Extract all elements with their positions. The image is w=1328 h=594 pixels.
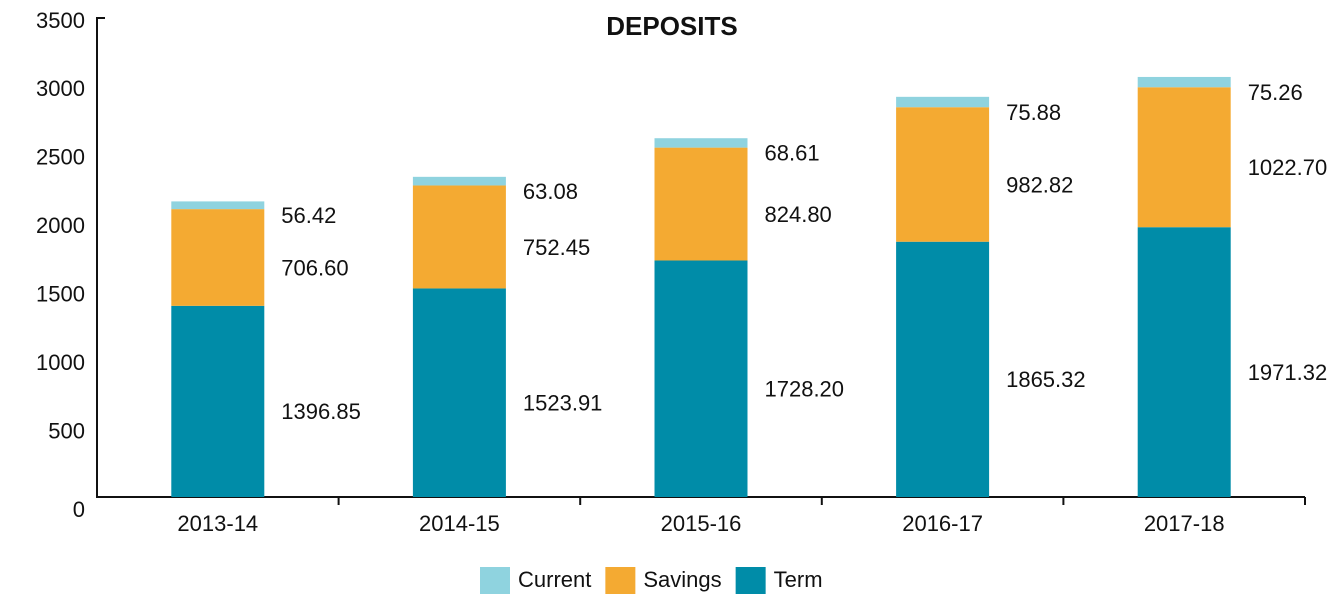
bar-segment <box>412 185 506 289</box>
bar-segment <box>412 176 506 186</box>
bar-segment <box>1137 87 1231 228</box>
x-tick-label: 2015-16 <box>661 511 742 536</box>
chart-title: DEPOSITS <box>606 11 737 41</box>
value-label: 75.88 <box>1006 100 1061 125</box>
y-tick-label: 2500 <box>36 145 85 170</box>
y-tick-label: 500 <box>48 418 85 443</box>
legend-label: Savings <box>643 567 721 592</box>
bar-segment <box>896 96 990 108</box>
value-label: 75.26 <box>1248 80 1303 105</box>
value-label: 706.60 <box>281 255 348 280</box>
legend-label: Current <box>518 567 591 592</box>
legend-label: Term <box>774 567 823 592</box>
y-tick-label: 3000 <box>36 76 85 101</box>
value-label: 752.45 <box>523 235 590 260</box>
legend-swatch <box>735 567 766 594</box>
value-label: 1728.20 <box>765 377 845 402</box>
legend-swatch <box>480 567 510 594</box>
y-tick-label: 1000 <box>36 350 85 375</box>
bar-segment <box>1137 76 1231 88</box>
bar-segment <box>654 147 748 261</box>
bar-segment <box>654 260 748 497</box>
value-label: 982.82 <box>1006 172 1073 197</box>
value-label: 1523.91 <box>523 391 603 416</box>
bar-segment <box>171 201 265 210</box>
value-label: 1396.85 <box>281 399 361 424</box>
bar-segment <box>896 241 990 497</box>
legend-swatch <box>605 567 636 594</box>
y-tick-label: 2000 <box>36 213 85 238</box>
bar-segment <box>896 107 990 242</box>
value-label: 63.08 <box>523 179 578 204</box>
value-label: 1022.70 <box>1248 155 1328 180</box>
x-tick-label: 2013-14 <box>177 511 258 536</box>
value-label: 68.61 <box>765 141 820 166</box>
bar-segment <box>171 209 265 306</box>
y-tick-label: 1500 <box>36 282 85 307</box>
bar-segment <box>1137 227 1231 498</box>
y-tick-label: 0 <box>73 497 85 522</box>
value-label: 824.80 <box>765 202 832 227</box>
bar-segment <box>171 305 265 497</box>
y-tick-label: 3500 <box>36 8 85 33</box>
x-tick-label: 2014-15 <box>419 511 500 536</box>
value-label: 1971.32 <box>1248 360 1328 385</box>
value-label: 56.42 <box>281 203 336 228</box>
x-tick-label: 2016-17 <box>902 511 983 536</box>
value-label: 1865.32 <box>1006 367 1086 392</box>
x-tick-label: 2017-18 <box>1144 511 1225 536</box>
bar-segment <box>654 138 748 148</box>
bar-segment <box>412 288 506 497</box>
